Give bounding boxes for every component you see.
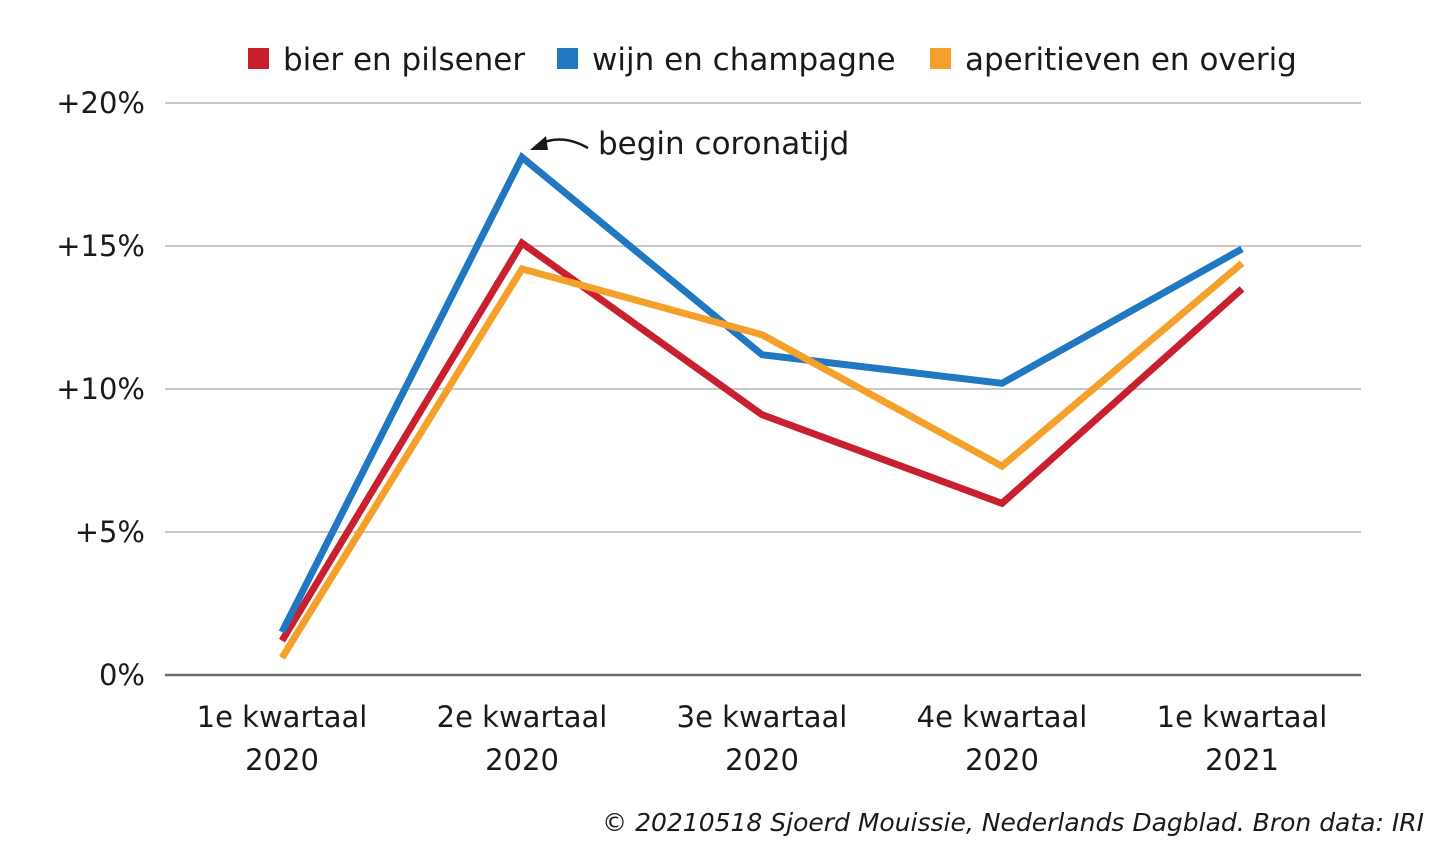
series-line-wijn-en-champagne	[278, 151, 1244, 634]
legend-item: bier en pilsener	[248, 42, 525, 78]
y-tick-label: 0%	[99, 658, 145, 692]
legend-label: aperitieven en overig	[965, 42, 1297, 78]
legend-swatch	[930, 48, 951, 69]
y-tick-label: +5%	[75, 515, 145, 549]
x-tick-label-line: 4e kwartaal	[917, 700, 1088, 734]
x-tick-label: 1e kwartaal 2021	[1157, 700, 1328, 777]
y-axis-ticks: 0% +5% +10% +15% +20%	[56, 86, 145, 692]
y-tick-label: +10%	[56, 372, 145, 406]
x-tick-label: 1e kwartaal 2020	[197, 700, 368, 777]
annotation-arrowhead	[530, 136, 548, 150]
credit-text: © 20210518 Sjoerd Mouissie, Nederlands D…	[602, 808, 1424, 837]
series-lines	[278, 151, 1245, 660]
x-tick-label-line: 2e kwartaal	[437, 700, 608, 734]
series-line-bier-en-pilsener	[279, 238, 1245, 643]
x-tick-label: 2e kwartaal 2020	[437, 700, 608, 777]
legend-label: bier en pilsener	[283, 42, 525, 78]
x-tick-label-line: 3e kwartaal	[677, 700, 848, 734]
x-tick-label-line: 2020	[725, 743, 799, 777]
x-tick-label: 4e kwartaal 2020	[917, 700, 1088, 777]
annotation: begin coronatijd	[530, 126, 849, 162]
legend-label: wijn en champagne	[592, 42, 896, 78]
legend-swatch	[248, 48, 269, 69]
legend-item: aperitieven en overig	[930, 42, 1297, 78]
series-line-aperitieven-en-overig	[279, 260, 1245, 660]
y-tick-label: +20%	[56, 86, 145, 120]
annotation-text: begin coronatijd	[598, 126, 849, 162]
legend-item: wijn en champagne	[557, 42, 896, 78]
gridlines	[165, 102, 1361, 677]
x-tick-label-line: 2020	[245, 743, 319, 777]
x-tick-label-line: 2020	[965, 743, 1039, 777]
legend-swatch	[557, 48, 578, 69]
x-tick-label-line: 1e kwartaal	[197, 700, 368, 734]
legend: bier en pilsener wijn en champagne aperiti…	[248, 42, 1297, 78]
x-tick-label-line: 1e kwartaal	[1157, 700, 1328, 734]
y-tick-label: +15%	[56, 229, 145, 263]
x-tick-label-line: 2021	[1205, 743, 1279, 777]
x-tick-label: 3e kwartaal 2020	[677, 700, 848, 777]
x-tick-label-line: 2020	[485, 743, 559, 777]
